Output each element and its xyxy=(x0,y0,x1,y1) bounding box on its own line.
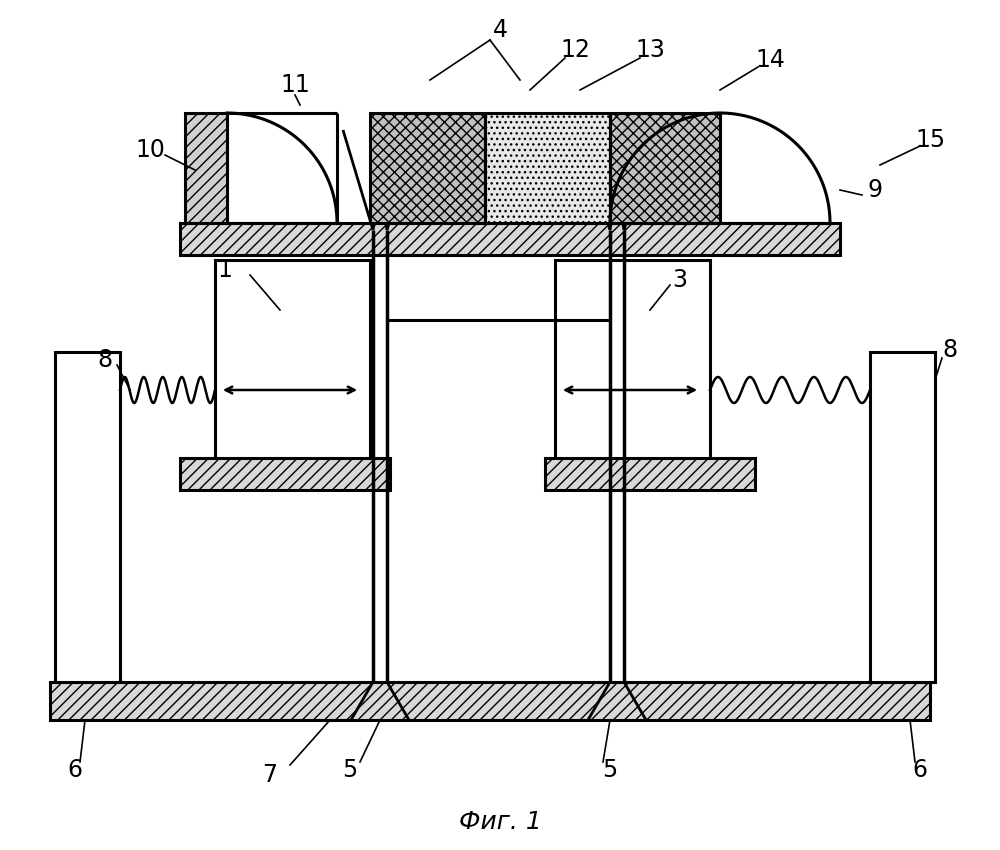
Text: 10: 10 xyxy=(135,138,165,162)
Text: 15: 15 xyxy=(915,128,945,152)
Text: 3: 3 xyxy=(672,268,688,292)
Text: Фиг. 1: Фиг. 1 xyxy=(459,810,541,834)
Bar xyxy=(870,352,935,682)
Text: 12: 12 xyxy=(560,38,590,62)
Text: 13: 13 xyxy=(635,38,665,62)
Bar xyxy=(215,260,370,460)
Bar xyxy=(50,682,930,720)
Bar xyxy=(555,260,710,460)
Bar xyxy=(545,458,755,490)
Text: 9: 9 xyxy=(868,178,883,202)
Text: 8: 8 xyxy=(97,348,113,372)
Text: 1: 1 xyxy=(218,258,232,282)
Bar xyxy=(610,113,720,223)
Text: 5: 5 xyxy=(342,758,358,782)
Text: 6: 6 xyxy=(912,758,928,782)
Text: 6: 6 xyxy=(68,758,82,782)
Text: 8: 8 xyxy=(942,338,958,362)
Text: 5: 5 xyxy=(602,758,618,782)
Bar xyxy=(180,223,840,255)
Text: 11: 11 xyxy=(280,73,310,97)
Bar xyxy=(55,352,120,682)
Bar xyxy=(180,458,390,490)
Bar xyxy=(185,113,227,223)
Text: 14: 14 xyxy=(755,48,785,72)
Bar xyxy=(485,113,610,223)
Text: 4: 4 xyxy=(492,18,508,42)
Bar xyxy=(370,113,485,223)
Text: 7: 7 xyxy=(262,763,278,787)
